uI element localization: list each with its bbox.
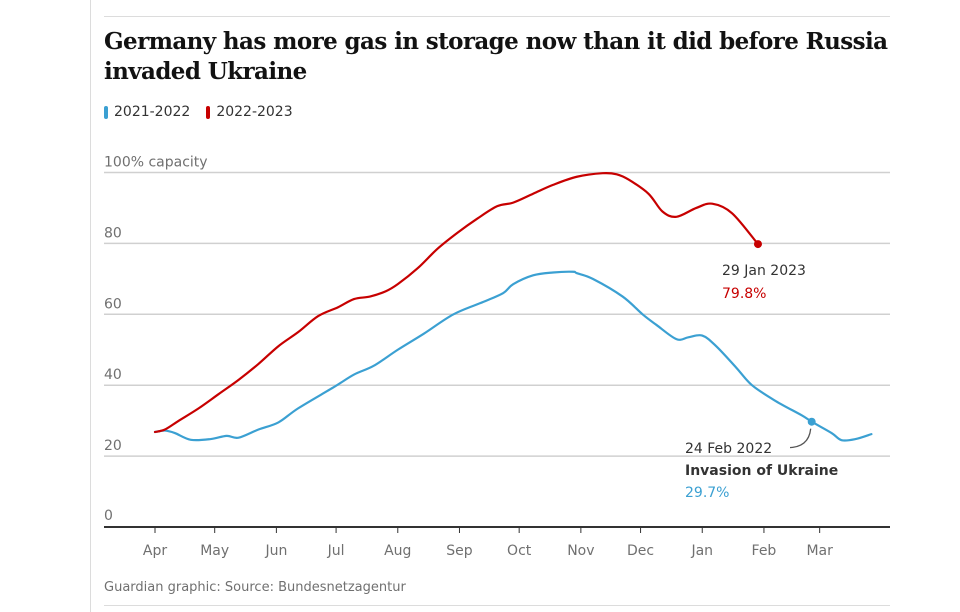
x-tick-label-dec: Dec — [627, 543, 654, 559]
gridlines — [104, 171, 890, 457]
x-tick-label-may: May — [200, 543, 229, 559]
y-tick-label-20: 20 — [104, 438, 122, 454]
invasion-marker-2021-2022 — [807, 417, 816, 426]
annotation-value-2022: 29.7% — [685, 485, 729, 501]
y-tick-label-80: 80 — [104, 225, 122, 241]
x-tick-label-jul: Jul — [327, 543, 345, 559]
x-tick-label-aug: Aug — [384, 543, 411, 559]
chart-title: Germany has more gas in storage now than… — [104, 28, 888, 85]
annotation-date-2022: 24 Feb 2022 — [685, 441, 772, 457]
series-line-2021-2022 — [153, 270, 873, 442]
x-tick-label-apr: Apr — [143, 543, 167, 559]
x-tick-label-nov: Nov — [567, 543, 594, 559]
source-note: Guardian graphic: Source: Bundesnetzagen… — [104, 580, 406, 595]
x-axis: Apr May Jun Jul Aug Sep Oct Nov Dec Jan Feb Mar — [104, 526, 890, 559]
y-tick-label-100: 100% capacity — [104, 155, 208, 171]
legend-item-2021-2022: 2021-2022 — [104, 104, 190, 120]
x-tick-label-feb: Feb — [752, 543, 777, 559]
annotation-date-2023: 29 Jan 2023 — [722, 263, 806, 279]
annotation-value-2023: 79.8% — [722, 286, 766, 302]
annotation-bg — [680, 436, 790, 450]
x-tick-label-jun: Jun — [264, 543, 287, 559]
legend-item-2022-2023: 2022-2023 — [206, 104, 293, 120]
legend-label: 2021-2022 — [114, 104, 191, 120]
x-tick-label-sep: Sep — [446, 543, 473, 559]
legend-label: 2022-2023 — [216, 104, 293, 120]
x-tick-label-jan: Jan — [690, 543, 713, 559]
y-tick-label-40: 40 — [104, 367, 122, 383]
y-tick-label-60: 60 — [104, 296, 122, 312]
frame-border — [90, 0, 91, 612]
x-tick-label-oct: Oct — [507, 543, 532, 559]
x-tick-label-mar: Mar — [806, 543, 833, 559]
legend: 2021-2022 2022-2023 — [104, 104, 293, 120]
endpoint-marker-2022-2023 — [753, 240, 762, 249]
annotation-event: Invasion of Ukraine — [685, 463, 838, 479]
annotation-connector — [787, 428, 812, 449]
y-axis-labels: 20 40 60 80 100% capacity 0 — [104, 155, 208, 525]
series-lines — [153, 171, 873, 442]
series-line-2022-2023 — [153, 171, 760, 434]
bottom-rule — [104, 605, 890, 606]
top-rule — [104, 16, 890, 17]
legend-swatch — [104, 105, 108, 119]
annotations: 29 Jan 2023 79.8% 24 Feb 2022 Invasion of U… — [680, 240, 838, 501]
y-tick-label-0: 0 — [104, 508, 113, 524]
legend-swatch — [206, 105, 211, 119]
